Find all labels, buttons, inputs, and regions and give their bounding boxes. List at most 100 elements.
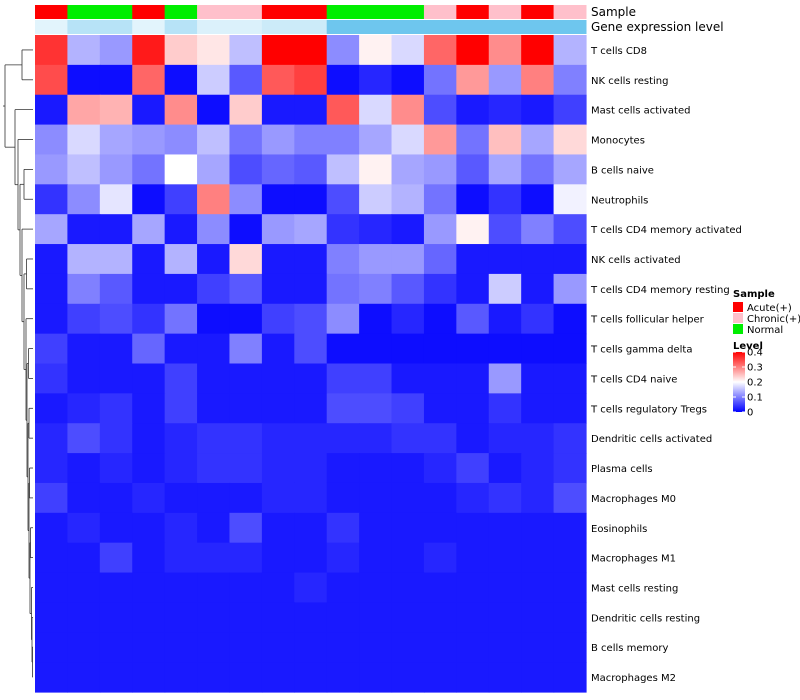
row-label: NK cells activated	[591, 255, 681, 266]
heatmap-cell	[294, 393, 328, 424]
heatmap-cell	[35, 512, 69, 544]
heatmap-cell	[359, 363, 393, 394]
heatmap-cell	[391, 184, 425, 215]
heatmap-cell	[132, 124, 166, 156]
heatmap-cell	[197, 35, 231, 66]
heatmap-cell	[294, 423, 328, 454]
heatmap-cell	[261, 35, 295, 66]
heatmap-cell	[326, 632, 360, 663]
heatmap-cell	[132, 214, 166, 245]
heatmap-cell	[35, 542, 69, 574]
heatmap-cell	[488, 572, 522, 604]
heatmap-cell	[423, 184, 457, 215]
heatmap-cell	[326, 423, 360, 454]
heatmap-cell	[423, 423, 457, 454]
heatmap-cell	[67, 303, 101, 335]
heatmap-cell	[67, 64, 101, 96]
heatmap-cell	[99, 512, 133, 544]
heatmap-cell	[229, 453, 263, 484]
heatmap-cell	[197, 363, 231, 394]
heatmap-cell	[197, 393, 231, 424]
heatmap-cell	[521, 423, 555, 454]
heatmap-cell	[423, 393, 457, 424]
row-label: Monocytes	[591, 136, 645, 147]
legend-level-ticks: 0.4 0.3 0.2 0.1 0	[733, 348, 763, 419]
sample-annotation-cell	[67, 5, 101, 19]
legend-sample-label: Chronic(+)	[747, 314, 800, 325]
heatmap-cell	[488, 244, 522, 275]
heatmap-cell	[229, 632, 263, 663]
heatmap-cell	[132, 244, 166, 275]
heatmap-cell	[132, 94, 166, 126]
heatmap-cell	[359, 602, 393, 633]
heatmap-cell	[359, 124, 393, 156]
heatmap-cell	[164, 393, 198, 424]
heatmap-cell	[488, 542, 522, 574]
heatmap-cell	[261, 482, 295, 514]
heatmap-cell	[164, 94, 198, 126]
heatmap-cell	[164, 154, 198, 185]
heatmap-cell	[521, 244, 555, 275]
heatmap-cell	[521, 214, 555, 245]
expression-annotation-cell	[132, 20, 166, 34]
expression-annotation-cell	[35, 20, 68, 34]
heatmap-cell	[391, 273, 425, 305]
heatmap-cell	[359, 154, 393, 185]
heatmap-cell	[229, 572, 263, 604]
heatmap-cell	[99, 273, 133, 305]
heatmap-cell	[391, 602, 425, 633]
heatmap-cell	[35, 572, 69, 604]
heatmap-cell	[521, 632, 555, 663]
expression-annotation-cell	[67, 20, 101, 34]
row-label: T cells CD4 memory resting	[590, 285, 730, 296]
heatmap-cell	[229, 214, 263, 245]
heatmap-cell	[294, 602, 328, 633]
heatmap-cell	[99, 453, 133, 484]
heatmap-cell	[132, 453, 166, 484]
heatmap-cell	[229, 542, 263, 574]
sample-annotation-cell	[326, 5, 360, 19]
heatmap-cell	[164, 184, 198, 215]
heatmap-cell	[423, 512, 457, 544]
heatmap-cell	[197, 64, 231, 96]
heatmap-cell	[488, 184, 522, 215]
heatmap-cell	[164, 662, 198, 693]
heatmap-cell	[261, 184, 295, 215]
heatmap-cell	[99, 542, 133, 574]
heatmap-cell	[521, 572, 555, 604]
heatmap-cell	[294, 333, 328, 365]
heatmap-cell	[261, 393, 295, 424]
legend-sample-label: Acute(+)	[747, 303, 792, 314]
row-label: T cells CD4 memory activated	[590, 225, 742, 236]
heatmap-cell	[261, 273, 295, 305]
heatmap-cell	[456, 632, 490, 663]
heatmap-cell	[359, 482, 393, 514]
heatmap-cell	[423, 572, 457, 604]
heatmap-cell	[294, 453, 328, 484]
heatmap-cell	[326, 35, 360, 66]
heatmap-cell	[294, 184, 328, 215]
heatmap-cell	[164, 35, 198, 66]
heatmap-cell	[553, 154, 587, 185]
heatmap-cell	[359, 184, 393, 215]
heatmap-cell	[35, 124, 69, 156]
heatmap-cell	[456, 333, 490, 365]
heatmap-cell	[164, 572, 198, 604]
heatmap-cell	[553, 632, 587, 663]
heatmap-cell	[197, 94, 231, 126]
row-label: Mast cells activated	[591, 106, 690, 117]
sample-annotation-cell	[456, 5, 490, 19]
heatmap-cell	[423, 244, 457, 275]
heatmap-cell	[391, 64, 425, 96]
heatmap-cell	[35, 244, 69, 275]
heatmap-cell	[456, 244, 490, 275]
sample-annotation-cell	[423, 5, 457, 19]
heatmap-cell	[132, 184, 166, 215]
heatmap-cell	[35, 303, 69, 335]
heatmap-cell	[261, 214, 295, 245]
heatmap-cell	[99, 333, 133, 365]
expression-annotation-cell	[456, 20, 490, 34]
heatmap-cell	[229, 393, 263, 424]
heatmap-cell	[423, 273, 457, 305]
heatmap-cell	[456, 363, 490, 394]
